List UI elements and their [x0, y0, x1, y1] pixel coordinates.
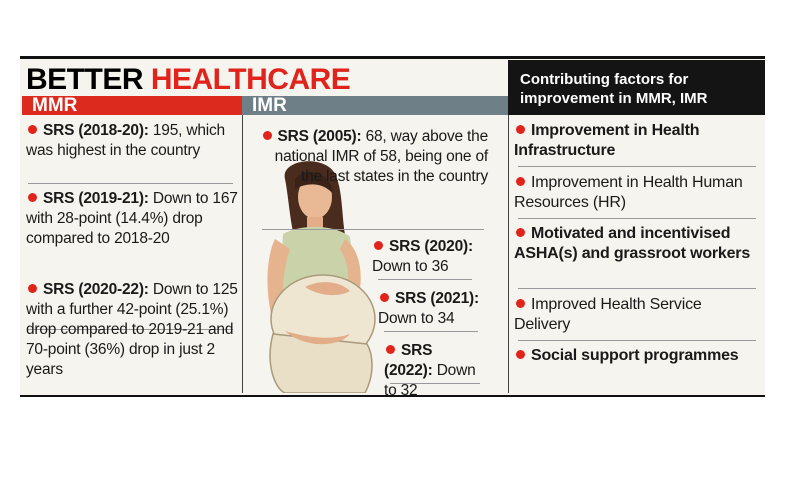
title-black: BETTER — [26, 63, 144, 96]
bullet — [516, 299, 525, 308]
upper-hand — [305, 282, 350, 296]
factor-text: Improved Health Service Delivery — [514, 296, 702, 333]
list-item: SRS (2018-20): 195, which was highest in… — [26, 121, 238, 161]
bullet — [516, 125, 525, 134]
factor-text: Improvement in Health Infrastructure — [514, 122, 700, 159]
bullet — [386, 345, 395, 354]
factors-heading: Contributing factors for improvement in … — [508, 60, 765, 115]
item-divider — [518, 218, 756, 219]
imr-heading: IMR — [242, 96, 508, 116]
item-divider — [28, 329, 233, 330]
bullet — [262, 131, 272, 140]
factor-item: Improved Health Service Delivery — [514, 295, 759, 335]
bullet — [516, 350, 525, 359]
item-text: 68, way above the national IMR of 58, be… — [274, 128, 489, 185]
item-label: SRS (2021): — [395, 290, 479, 307]
item-divider — [390, 383, 480, 384]
item-divider — [384, 331, 478, 332]
list-item: SRS (2020): Down to 36 — [372, 237, 476, 277]
factor-text: Social support programmes — [531, 347, 739, 364]
pregnant-woman-illustration — [267, 161, 376, 393]
bullet — [28, 193, 37, 202]
factor-text: Improvement in Health Human Resources (H… — [514, 174, 743, 211]
item-text: Down to 34 — [378, 310, 455, 327]
item-label: SRS (2019-21): — [43, 190, 149, 207]
column-divider — [242, 115, 243, 393]
item-divider — [518, 166, 756, 167]
factor-item: Social support programmes — [514, 346, 759, 366]
list-item: SRS (2005): 68, way above the national I… — [256, 127, 488, 187]
item-divider — [518, 340, 756, 341]
item-text: Down to 167 with 28-point (14.4%) drop c… — [26, 190, 238, 247]
lower-hand — [285, 331, 350, 345]
item-text: 195, which was highest in the country — [26, 122, 225, 159]
item-label: SRS (2018-20): — [43, 122, 149, 139]
item-divider — [518, 288, 756, 289]
item-divider — [262, 229, 484, 230]
bullet — [380, 293, 389, 302]
title: BETTER HEALTHCARE — [26, 63, 351, 97]
list-item: SRS (2022): Down to 32 — [384, 341, 484, 401]
title-red: HEALTHCARE — [150, 63, 351, 96]
column-divider — [508, 115, 509, 393]
factor-item: Improvement in Health Infrastructure — [514, 121, 759, 161]
list-item: SRS (2021): Down to 34 — [378, 289, 482, 329]
skirt — [269, 333, 373, 393]
item-label: SRS (2020): — [389, 238, 473, 255]
item-label: SRS (2020-22): — [43, 281, 149, 298]
infographic: BETTER HEALTHCARE MMR IMR Contributing f… — [20, 56, 765, 399]
item-label: SRS (2022): — [384, 342, 433, 379]
item-divider — [378, 279, 472, 280]
factor-item: Motivated and incentivised ASHA(s) and g… — [514, 224, 759, 264]
item-text: Down to 125 with a further 42-point (25.… — [26, 281, 238, 378]
bullet — [516, 177, 525, 186]
list-item: SRS (2020-22): Down to 125 with a furthe… — [26, 280, 238, 380]
factor-item: Improvement in Health Human Resources (H… — [514, 173, 759, 213]
bullet — [374, 241, 383, 250]
item-text: Down to 36 — [372, 258, 449, 275]
fringe — [295, 171, 333, 194]
bullet — [28, 284, 37, 293]
bullet — [516, 228, 525, 237]
item-label: SRS (2005): — [277, 128, 362, 145]
bullet — [28, 125, 37, 134]
item-divider — [28, 183, 233, 184]
factor-text: Motivated and incentivised ASHA(s) and g… — [514, 225, 751, 262]
item-text: Down to 32 — [384, 362, 476, 399]
mmr-heading: MMR — [22, 96, 242, 116]
list-item: SRS (2019-21): Down to 167 with 28-point… — [26, 189, 238, 249]
